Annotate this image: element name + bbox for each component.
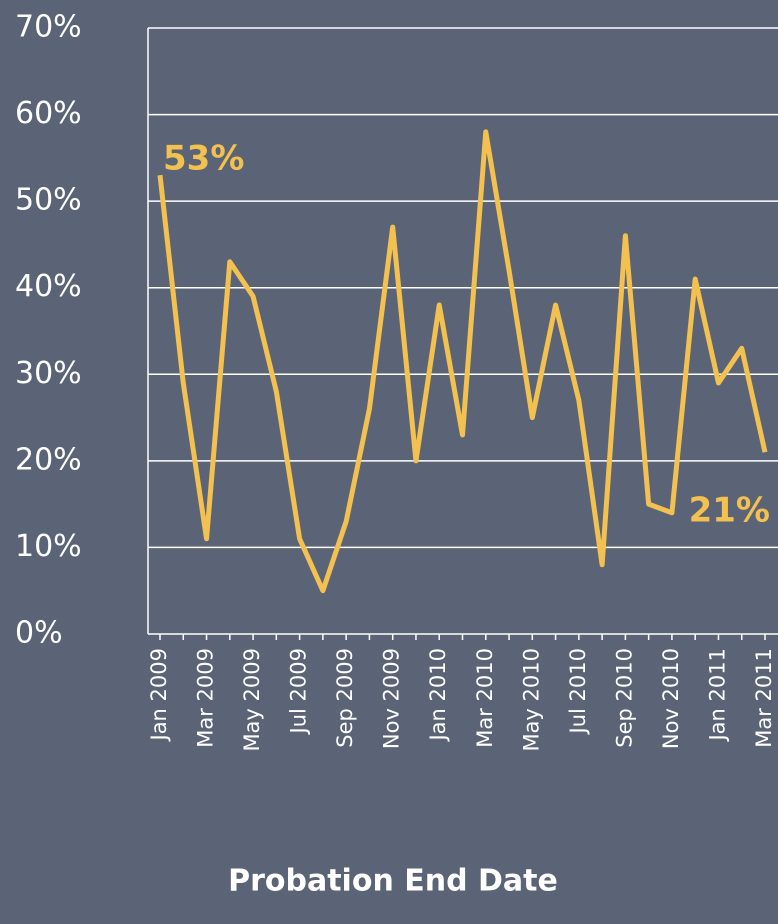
data-label: 21%	[689, 491, 770, 531]
x-tick-label: Sep 2010	[612, 648, 636, 748]
x-tick-label: May 2009	[240, 648, 264, 752]
x-axis-title: Probation End Date	[228, 864, 558, 899]
data-line	[157, 129, 768, 594]
y-tick-label: 70%	[15, 10, 82, 45]
x-tick-label: Mar 2011	[752, 648, 776, 748]
x-tick-label: Nov 2009	[380, 648, 404, 749]
data-label: 53%	[163, 139, 244, 179]
y-tick-label: 60%	[15, 96, 82, 131]
x-tick-label: Nov 2010	[659, 648, 683, 749]
x-tick-label: Jul 2009	[287, 648, 311, 735]
y-tick-label: 50%	[15, 183, 82, 218]
x-tick-label: Jul 2010	[566, 648, 590, 735]
y-tick-label: 30%	[15, 356, 82, 391]
x-tick-label: Mar 2009	[194, 648, 218, 748]
x-tick-label: Jan 2009	[147, 648, 171, 743]
y-tick-label: 10%	[15, 529, 82, 564]
y-tick-label: 20%	[15, 442, 82, 477]
x-tick-label: Jan 2010	[426, 648, 450, 743]
x-tick-label: Mar 2010	[473, 648, 497, 748]
x-tick-label: Sep 2009	[333, 648, 357, 748]
x-tick-label: May 2010	[519, 648, 543, 752]
y-tick-label: 0%	[15, 616, 63, 651]
y-tick-label: 40%	[15, 269, 82, 304]
x-tick-label: Jan 2011	[705, 648, 729, 743]
